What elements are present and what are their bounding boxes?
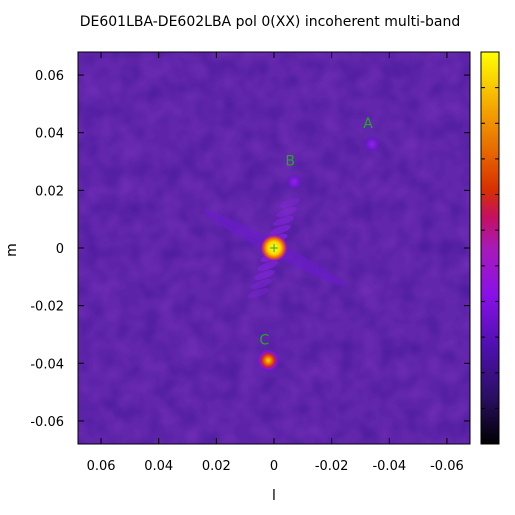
y-tick-label: 0 — [56, 242, 64, 257]
plot-area: + A B C — [78, 52, 470, 444]
phase-center-marker: + — [269, 241, 279, 255]
main-source-blob — [260, 234, 288, 262]
x-tick-label: 0.06 — [87, 459, 116, 474]
source-c-blob — [257, 349, 280, 372]
fringe-lobe — [276, 207, 298, 217]
x-tick-label: -0.02 — [315, 459, 349, 474]
source-blob — [286, 173, 303, 190]
x-tick-label: -0.04 — [372, 459, 406, 474]
source-label: A — [363, 116, 373, 132]
source-label: C — [259, 332, 269, 348]
source-blob — [364, 136, 380, 153]
fringe-lobe — [279, 198, 301, 208]
source-layer: + A B C — [257, 116, 380, 372]
y-axis-label: m — [4, 243, 20, 257]
y-tick-label: -0.02 — [30, 300, 64, 315]
fringe-lobe — [273, 216, 294, 226]
y-tick-label: 0.04 — [35, 127, 64, 142]
axis-ticks: 0.06 0.04 0.02 0 -0.02 -0.04 -0.06 0.06 0.04 0.02… — [30, 52, 470, 474]
colorbar — [480, 51, 500, 445]
source-label: B — [285, 154, 295, 170]
x-tick-label: 0.02 — [202, 459, 231, 474]
colorbar-gradient — [480, 51, 500, 445]
x-tick-label: 0 — [270, 459, 278, 474]
y-tick-label: 0.06 — [35, 69, 64, 84]
chart-title: DE601LBA-DE602LBA pol 0(XX) incoherent m… — [80, 14, 461, 30]
y-tick-label: 0.02 — [35, 184, 64, 199]
fringe-lobe — [257, 261, 279, 271]
y-tick-label: -0.06 — [30, 415, 64, 430]
fringe-lobe — [250, 279, 272, 289]
fringe-lobe — [254, 270, 275, 280]
y-tick-label: -0.04 — [30, 357, 64, 372]
x-tick-label: -0.06 — [430, 459, 464, 474]
x-axis-label: l — [272, 488, 276, 504]
fringe-lobe — [247, 288, 269, 298]
fringe-lobe — [269, 225, 291, 235]
x-tick-label: 0.04 — [144, 459, 173, 474]
colorbar-ticks — [481, 87, 499, 409]
